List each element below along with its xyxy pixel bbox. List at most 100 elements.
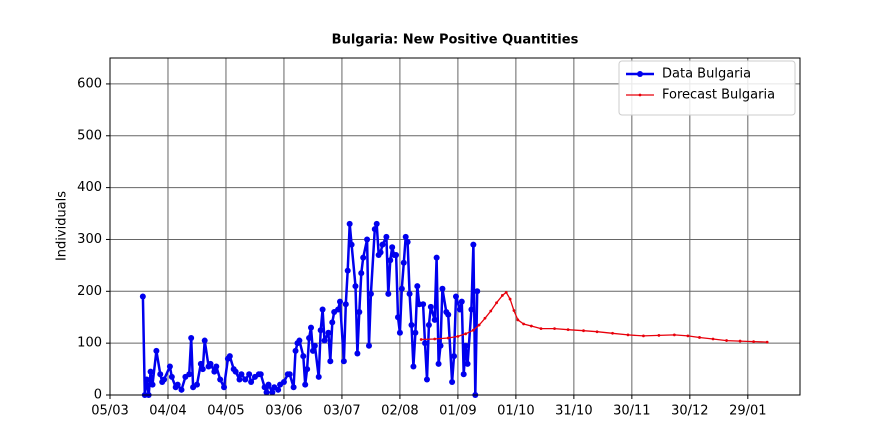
- data-point: [139, 293, 146, 300]
- x-tick-label: 01/10: [497, 404, 534, 419]
- x-tick-label: 30/12: [671, 404, 708, 419]
- data-point: [280, 379, 287, 386]
- data-point: [238, 371, 245, 378]
- data-point: [419, 338, 423, 341]
- data-point: [201, 337, 208, 344]
- data-point: [213, 363, 220, 370]
- data-point: [257, 371, 264, 378]
- data-point: [445, 311, 452, 318]
- y-tick-label: 300: [77, 232, 102, 247]
- data-point: [275, 386, 282, 393]
- data-point: [153, 347, 160, 354]
- data-point: [286, 371, 293, 378]
- data-point: [765, 340, 769, 344]
- data-point: [168, 373, 175, 380]
- legend-label: Data Bulgaria: [662, 67, 751, 82]
- data-point: [161, 376, 168, 383]
- y-tick-label: 600: [77, 76, 102, 91]
- data-point: [221, 384, 228, 391]
- x-tick-label: 29/01: [729, 404, 766, 419]
- data-point: [595, 330, 599, 334]
- data-point: [566, 328, 570, 332]
- data-point: [468, 306, 475, 313]
- data-point: [207, 360, 214, 367]
- data-point: [352, 283, 359, 290]
- data-point: [460, 371, 467, 378]
- data-point: [292, 347, 299, 354]
- data-point: [199, 366, 206, 373]
- data-point: [471, 328, 475, 332]
- data-point: [516, 318, 520, 322]
- data-point: [242, 376, 249, 383]
- data-point: [319, 306, 326, 313]
- series-line: [421, 291, 768, 343]
- data-point: [433, 337, 437, 341]
- data-point: [433, 254, 440, 261]
- data-point: [360, 254, 367, 261]
- data-point: [394, 314, 401, 321]
- data-point: [431, 316, 438, 323]
- data-point: [174, 381, 181, 388]
- x-tick-label: 01/09: [439, 404, 476, 419]
- data-point: [435, 360, 442, 367]
- data-point: [377, 249, 384, 256]
- y-tick-label: 400: [77, 180, 102, 195]
- data-point: [752, 340, 756, 343]
- data-point: [186, 371, 193, 378]
- data-point: [414, 283, 421, 290]
- data-point: [364, 236, 371, 243]
- y-tick-label: 500: [77, 128, 102, 143]
- data-point: [337, 298, 343, 305]
- data-point: [539, 327, 543, 331]
- data-point: [193, 381, 200, 388]
- legend-label: Forecast Bulgaria: [662, 88, 775, 103]
- data-point: [642, 334, 645, 338]
- data-point: [143, 376, 150, 383]
- legend-marker: [637, 71, 643, 77]
- y-tick-label: 200: [77, 284, 102, 299]
- data-point: [483, 316, 487, 320]
- data-point: [211, 368, 218, 375]
- data-point: [315, 373, 322, 380]
- data-point: [451, 353, 458, 360]
- data-point: [402, 233, 409, 240]
- data-point: [452, 293, 459, 300]
- data-point: [197, 360, 204, 367]
- data-point: [400, 259, 407, 266]
- data-point: [217, 376, 224, 383]
- data-point: [611, 331, 614, 335]
- data-point: [309, 347, 316, 354]
- data-point: [308, 324, 315, 331]
- data-point: [246, 371, 253, 378]
- data-point: [373, 220, 380, 227]
- data-point: [462, 342, 469, 349]
- data-point: [508, 297, 512, 301]
- series-line: [141, 222, 479, 397]
- data-point: [379, 241, 386, 248]
- data-point: [657, 333, 661, 337]
- data-point: [188, 334, 195, 341]
- data-point: [236, 376, 243, 383]
- data-point: [290, 384, 297, 391]
- data-point: [512, 309, 516, 312]
- data-point: [354, 350, 361, 357]
- data-point: [529, 324, 533, 328]
- data-point: [427, 303, 434, 310]
- data-point: [296, 337, 303, 344]
- data-point: [346, 220, 353, 227]
- data-point: [711, 337, 715, 341]
- data-point: [304, 366, 311, 373]
- data-point: [412, 329, 419, 336]
- data-point: [410, 363, 417, 370]
- data-point: [423, 376, 430, 383]
- data-point: [232, 368, 239, 375]
- legend-marker: [638, 93, 642, 97]
- data-point: [365, 342, 372, 349]
- data-point: [456, 335, 460, 338]
- data-point: [367, 290, 374, 297]
- legend-box: [618, 60, 796, 116]
- data-point: [157, 371, 164, 378]
- data-point: [456, 306, 463, 313]
- data-point: [340, 358, 347, 365]
